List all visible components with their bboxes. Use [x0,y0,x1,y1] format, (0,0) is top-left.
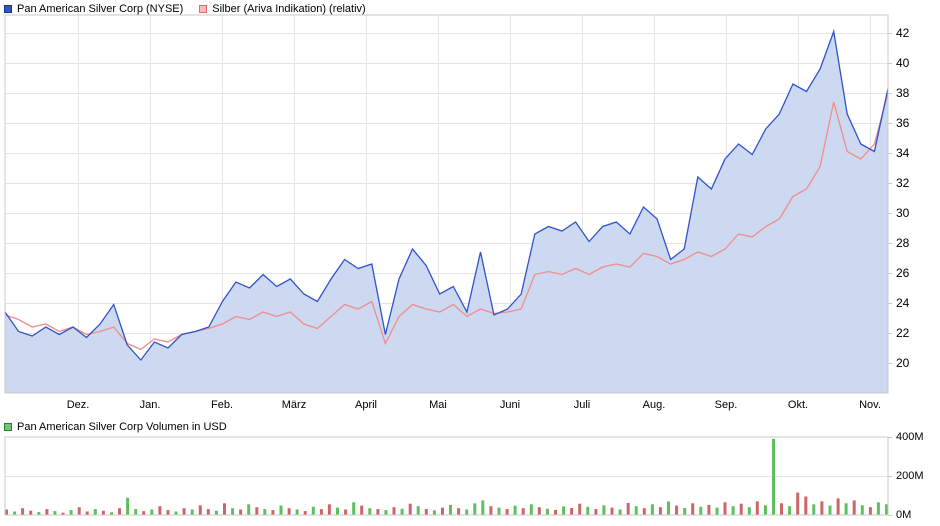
price-axis-label-32: 32 [896,176,910,190]
volume-axis-label-400m: 400M [896,431,924,443]
volume-series-swatch-icon [4,422,12,431]
price-axis-label-28: 28 [896,236,910,250]
month-label-mai: Mai [429,399,447,411]
month-label-okt: Okt. [787,399,809,411]
month-label-mrz: März [281,399,307,411]
price-axis-label-26: 26 [896,266,910,280]
price-axis-label-24: 24 [896,296,910,310]
month-label-dez: Dez. [66,399,90,411]
price-chart-legend: Pan American Silver Corp (NYSE) Silber (… [4,2,382,15]
pan-american-series-label: Pan American Silver Corp (NYSE) [17,2,184,15]
month-label-feb: Feb. [210,399,233,411]
price-axis-label-36: 36 [896,116,910,130]
price-area-fill [5,31,888,393]
pan-american-price-line [4,28,889,362]
price-axis-label-22: 22 [896,326,910,340]
month-label-aug: Aug. [642,399,666,411]
volume-axis-label-200m: 200M [896,470,924,482]
volume-axis-label-0m: 0M [896,509,912,521]
silver-relative-line [4,92,889,351]
month-label-juni: Juni [499,399,521,411]
volume-bars [5,438,888,516]
month-label-nov: Nov. [859,399,881,411]
price-axis-label-38: 38 [896,86,910,100]
pan-american-series-swatch-icon [4,4,12,13]
price-axis-label-40: 40 [896,56,910,70]
volume-chart-legend: Pan American Silver Corp Volumen in USD [4,420,243,433]
price-axis-label-30: 30 [896,206,910,220]
month-label-juli: Juli [573,399,591,411]
volume-series-label: Pan American Silver Corp Volumen in USD [17,420,227,433]
price-plot-border [4,14,889,394]
month-label-sep: Sep. [714,399,738,411]
silver-series-swatch-icon [199,4,208,13]
silver-series-label: Silber (Ariva Indikation) (relativ) [212,2,366,15]
month-label-jan: Jan. [139,399,161,411]
price-axis-label-20: 20 [896,356,910,370]
month-label-april: April [354,399,377,411]
price-axis-label-42: 42 [896,26,910,40]
price-axis-label-34: 34 [896,146,910,160]
